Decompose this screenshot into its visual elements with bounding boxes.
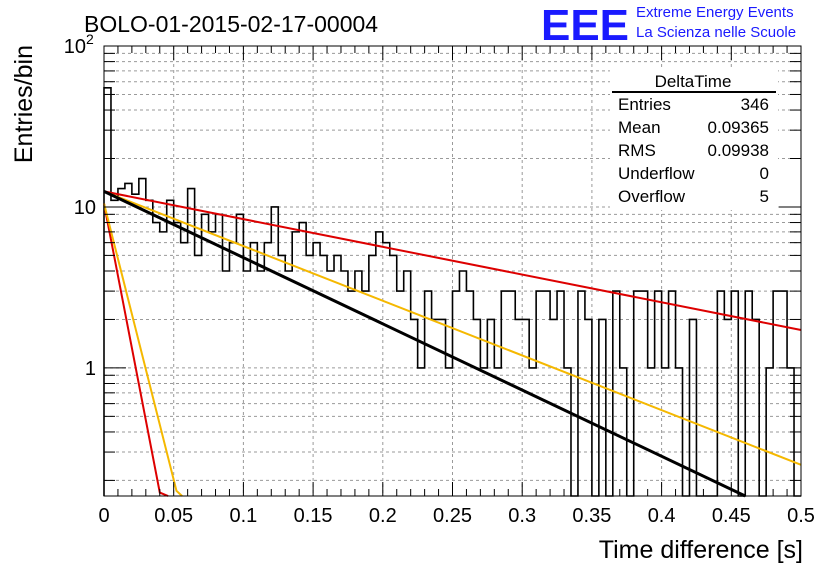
- fit-lines: [103, 190, 802, 498]
- stats-value-mean: 0.09365: [708, 118, 769, 137]
- x-axis-label: Time difference [s]: [599, 536, 803, 564]
- stats-label-entries: Entries: [618, 95, 671, 114]
- axis-ticks: [103, 46, 802, 496]
- histogram-series: [103, 86, 801, 497]
- x-tick-label: 0.45: [712, 505, 751, 527]
- x-tick-label: 0.35: [572, 505, 611, 527]
- stats-value-underflow: 0: [760, 164, 769, 183]
- stats-label-mean: Mean: [618, 118, 661, 137]
- y-axis-label: Entries/bin: [10, 45, 38, 163]
- stats-label-underflow: Underflow: [618, 164, 695, 183]
- x-tick-label: 0: [98, 505, 109, 527]
- stats-value-entries: 346: [741, 95, 769, 114]
- histogram-outline: [103, 86, 801, 497]
- grid: [104, 46, 801, 496]
- eee-logo: EEE Extreme Energy Events La Scienza nel…: [541, 1, 796, 50]
- stats-label-rms: RMS: [618, 141, 656, 160]
- chart-title: BOLO-01-2015-02-17-00004: [84, 11, 378, 37]
- x-tick-label: 0.05: [154, 505, 193, 527]
- x-tick-label: 0.4: [648, 505, 676, 527]
- x-tick-label: 0.15: [294, 505, 333, 527]
- fit-line-1: [103, 190, 802, 331]
- eee-logo-line1: Extreme Energy Events: [636, 4, 794, 21]
- fit-line-2: [103, 190, 802, 466]
- fit-line-5: [103, 203, 183, 497]
- fit-line-3: [103, 190, 746, 498]
- y-tick-label: 10: [64, 36, 86, 58]
- eee-logo-mark: EEE: [541, 1, 629, 50]
- stats-box-title: DeltaTime: [655, 72, 732, 91]
- stats-label-overflow: Overflow: [618, 187, 686, 206]
- x-tick-label: 0.2: [369, 505, 397, 527]
- eee-logo-line2: La Scienza nelle Scuole: [636, 24, 796, 41]
- y-tick-exponent: 2: [86, 31, 94, 47]
- stats-value-rms: 0.09938: [708, 141, 769, 160]
- x-tick-label: 0.25: [433, 505, 472, 527]
- x-tick-labels: 0 0.05 0.1 0.15 0.2 0.25 0.3 0.35 0.4 0.45 0.5: [98, 505, 814, 527]
- x-tick-label: 0.5: [787, 505, 815, 527]
- x-tick-label: 0.3: [508, 505, 536, 527]
- y-tick-label: 1: [85, 358, 96, 380]
- stats-value-overflow: 5: [760, 187, 769, 206]
- stats-box: DeltaTime Entries 346 Mean 0.09365 RMS 0…: [610, 68, 778, 210]
- x-tick-label: 0.1: [229, 505, 257, 527]
- y-tick-label: 10: [74, 197, 96, 219]
